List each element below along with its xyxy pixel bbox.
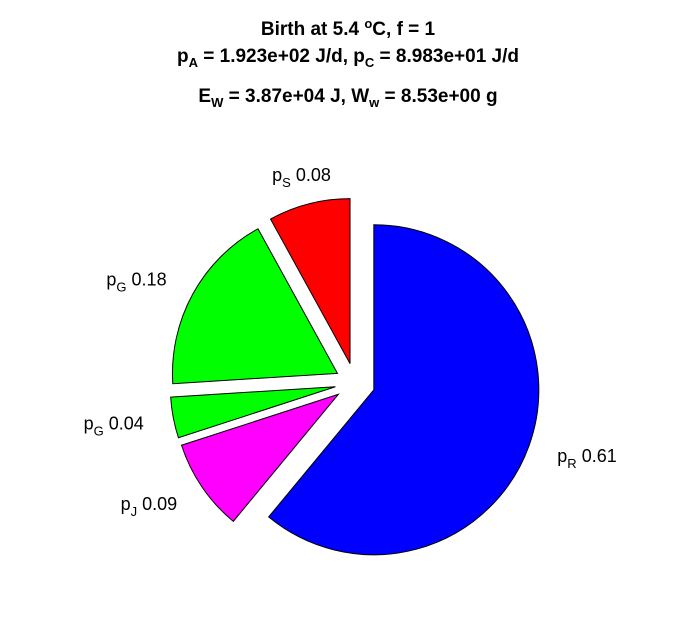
- pie-label-pj-1: pJ 0.09: [121, 494, 178, 519]
- chart-title-line-2: pA = 1.923e+02 J/d, pC = 8.983e+01 J/d: [176, 46, 519, 70]
- pie-label-ps-4: pS 0.08: [272, 165, 331, 190]
- pie-slice-ps-4: [269, 198, 351, 364]
- pie-slice-pg-3: [171, 228, 339, 385]
- pie-label-pg-2: pG 0.04: [84, 413, 144, 438]
- chart-title-line-1: Birth at 5.4 oC, f = 1: [260, 16, 436, 40]
- pie-label-pr-0: pR 0.61: [557, 446, 616, 471]
- pie-slice-pg-2: [170, 386, 336, 439]
- chart-title-line-3: EW = 3.87e+04 J, Ww = 8.53e+00 g: [198, 86, 498, 110]
- pie-slice-pj-1: [180, 393, 340, 523]
- pie-label-pg-3: pG 0.18: [106, 269, 166, 294]
- pie-slice-pr-0: [267, 224, 540, 556]
